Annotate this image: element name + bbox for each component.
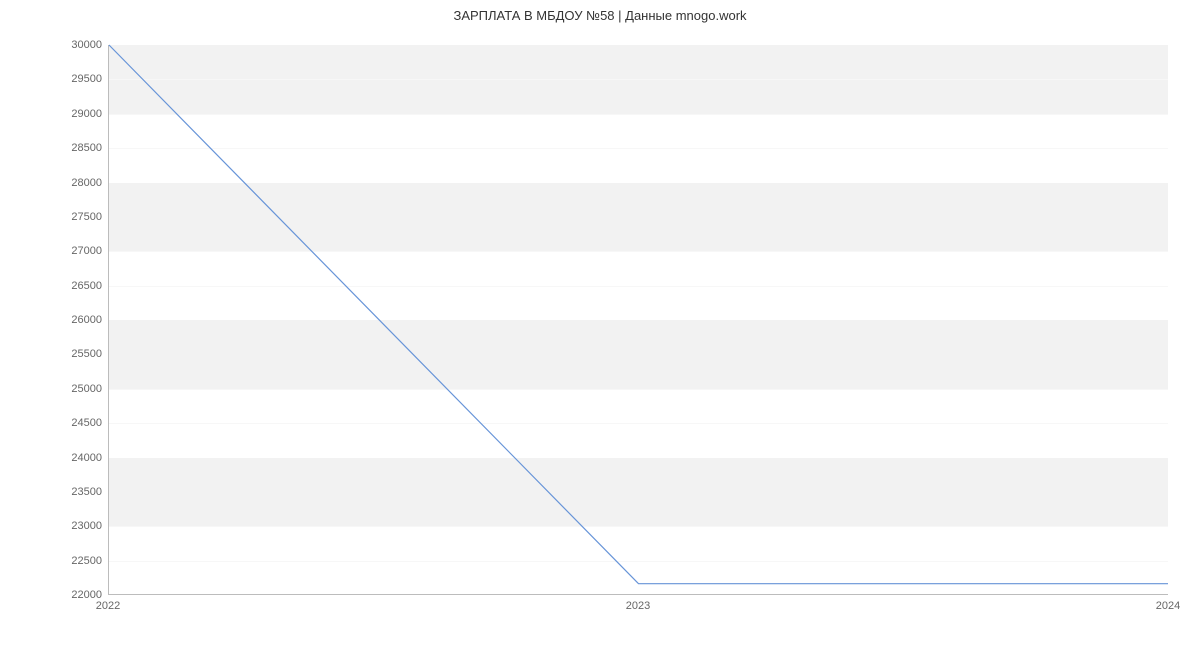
salary-chart: ЗАРПЛАТА В МБДОУ №58 | Данные mnogo.work…: [0, 0, 1200, 650]
y-axis-label: 28500: [71, 142, 102, 154]
y-axis-label: 25000: [71, 383, 102, 395]
y-axis-label: 29000: [71, 108, 102, 120]
chart-title: ЗАРПЛАТА В МБДОУ №58 | Данные mnogo.work: [0, 8, 1200, 23]
y-axis-label: 23500: [71, 486, 102, 498]
y-axis-label: 27000: [71, 245, 102, 257]
x-axis-label: 2022: [96, 600, 120, 612]
x-axis-label: 2023: [626, 600, 650, 612]
y-axis-label: 29500: [71, 73, 102, 85]
y-axis-label: 26500: [71, 280, 102, 292]
y-axis-label: 23000: [71, 520, 102, 532]
y-axis-label: 28000: [71, 177, 102, 189]
y-axis-label: 22500: [71, 555, 102, 567]
y-axis-label: 27500: [71, 211, 102, 223]
y-axis-label: 30000: [71, 39, 102, 51]
x-axis-label: 2024: [1156, 600, 1180, 612]
y-axis-label: 24500: [71, 417, 102, 429]
y-axis-label: 25500: [71, 348, 102, 360]
line-series: [109, 45, 1168, 594]
plot-area: [108, 45, 1168, 595]
y-axis-label: 26000: [71, 314, 102, 326]
y-axis-label: 24000: [71, 452, 102, 464]
